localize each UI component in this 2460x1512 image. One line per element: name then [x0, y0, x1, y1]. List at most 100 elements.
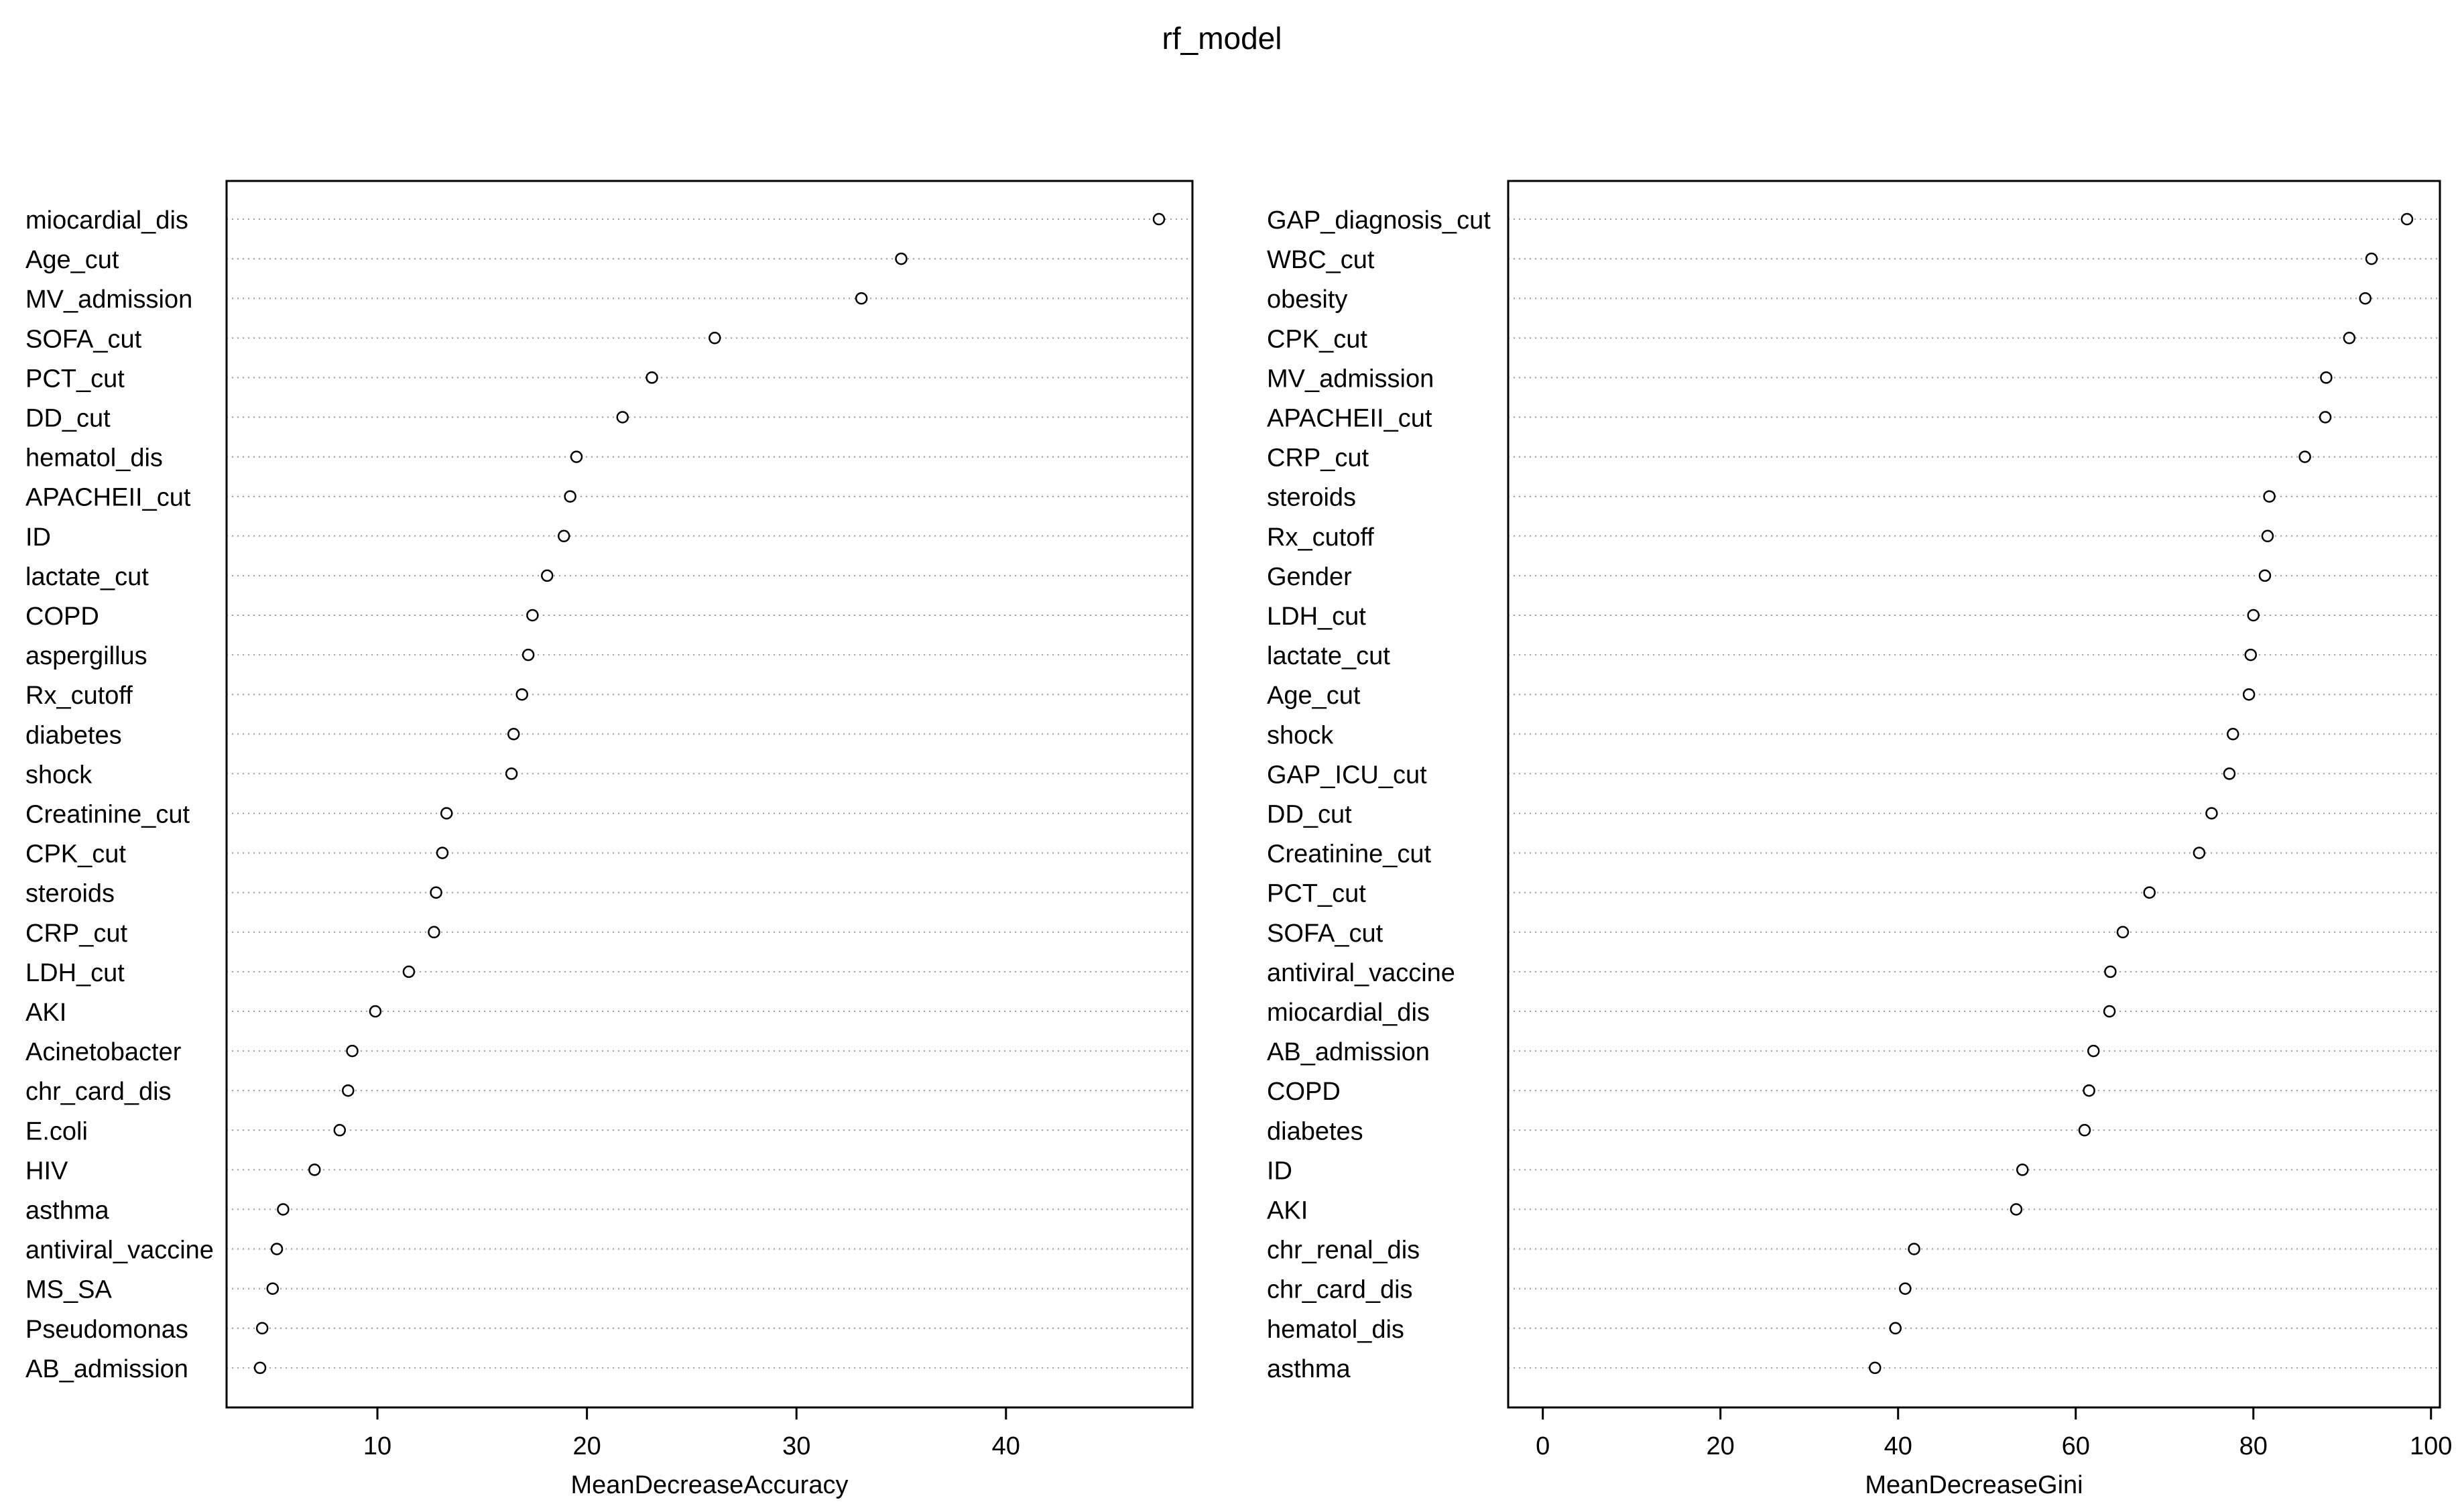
importance-point-gini: [2103, 1005, 2116, 1018]
importance-point-gini: [2247, 609, 2260, 622]
variable-label-accuracy: SOFA_cut: [25, 325, 142, 353]
importance-point-gini: [2320, 371, 2333, 384]
variable-label-gini: obesity: [1267, 286, 1347, 314]
importance-point-accuracy: [430, 886, 442, 899]
importance-point-gini: [2010, 1203, 2023, 1216]
x-tick-label-gini: 0: [1536, 1432, 1550, 1460]
variable-label-accuracy: diabetes: [25, 721, 122, 749]
variable-label-accuracy: Rx_cutoff: [25, 682, 133, 710]
variable-label-accuracy: miocardial_dis: [25, 206, 188, 235]
importance-point-accuracy: [266, 1282, 280, 1295]
importance-point-gini: [2227, 728, 2239, 741]
variable-label-gini: COPD: [1267, 1078, 1341, 1106]
variable-label-gini: GAP_ICU_cut: [1267, 761, 1427, 789]
importance-point-accuracy: [570, 450, 583, 463]
importance-point-accuracy: [346, 1044, 359, 1058]
variable-label-gini: hematol_dis: [1267, 1316, 1404, 1344]
importance-point-accuracy: [255, 1322, 269, 1335]
variable-label-gini: APACHEII_cut: [1267, 405, 1432, 433]
x-tick-label-gini: 80: [2239, 1432, 2268, 1460]
importance-point-gini: [2400, 212, 2414, 226]
x-tick-label-gini: 100: [2410, 1432, 2452, 1460]
x-tick-label-gini: 40: [1884, 1432, 1912, 1460]
variable-label-accuracy: Creatinine_cut: [25, 801, 190, 829]
variable-label-gini: shock: [1267, 721, 1334, 749]
variable-label-accuracy: MV_admission: [25, 286, 192, 314]
plot-frame-accuracy: [225, 180, 1194, 1409]
importance-point-gini: [2359, 292, 2372, 305]
importance-point-gini: [1908, 1243, 1920, 1255]
variable-label-accuracy: E.coli: [25, 1117, 88, 1145]
importance-point-accuracy: [521, 648, 535, 662]
figure-title: rf_model: [1162, 21, 1282, 56]
variable-label-gini: antiviral_vaccine: [1267, 959, 1455, 987]
importance-point-accuracy: [895, 252, 908, 265]
variable-label-gini: GAP_diagnosis_cut: [1267, 206, 1491, 235]
variable-label-gini: Creatinine_cut: [1267, 840, 1431, 869]
importance-point-accuracy: [709, 332, 721, 344]
importance-point-gini: [2319, 411, 2332, 424]
variable-label-accuracy: HIV: [25, 1157, 68, 1185]
variable-label-accuracy: lactate_cut: [25, 563, 149, 591]
importance-point-gini: [1889, 1322, 1902, 1335]
variable-label-gini: chr_renal_dis: [1267, 1237, 1420, 1265]
importance-point-accuracy: [564, 490, 576, 503]
importance-point-accuracy: [402, 965, 416, 979]
variable-label-accuracy: Pseudomonas: [25, 1316, 188, 1344]
importance-point-gini: [1899, 1282, 1912, 1295]
importance-point-accuracy: [369, 1005, 382, 1018]
importance-point-gini: [2263, 490, 2276, 503]
importance-point-accuracy: [558, 529, 570, 543]
importance-point-gini: [1869, 1361, 1882, 1375]
variable-label-gini: PCT_cut: [1267, 880, 1366, 908]
variable-label-accuracy: AB_admission: [25, 1355, 188, 1383]
accuracy-panel: miocardial_dis Age_cut MV_admission SOFA_cu…: [25, 180, 1194, 1499]
variable-label-accuracy: antiviral_vaccine: [25, 1237, 214, 1265]
importance-point-accuracy: [308, 1163, 321, 1176]
variable-label-gini: WBC_cut: [1267, 246, 1375, 274]
importance-point-accuracy: [253, 1361, 267, 1375]
variable-label-accuracy: aspergillus: [25, 642, 147, 670]
importance-point-gini: [2223, 767, 2236, 780]
variable-label-accuracy: ID: [25, 523, 51, 552]
variable-label-gini: Age_cut: [1267, 682, 1361, 710]
importance-point-gini: [2143, 886, 2156, 899]
importance-point-gini: [2261, 529, 2274, 543]
x-tick-label-accuracy: 30: [782, 1432, 810, 1460]
x-tick-label-gini: 20: [1707, 1432, 1735, 1460]
variable-label-accuracy: CRP_cut: [25, 920, 127, 948]
importance-point-gini: [2205, 807, 2218, 820]
variable-label-gini: AB_admission: [1267, 1038, 1430, 1066]
importance-point-accuracy: [855, 292, 868, 305]
variable-label-gini: Gender: [1267, 563, 1352, 591]
variable-label-accuracy: APACHEII_cut: [25, 484, 191, 512]
x-axis-label-accuracy: MeanDecreaseAccuracy: [571, 1471, 849, 1499]
variable-label-accuracy: CPK_cut: [25, 840, 126, 869]
variable-label-accuracy: PCT_cut: [25, 365, 125, 393]
x-tick-label-accuracy: 20: [572, 1432, 601, 1460]
variable-label-gini: CPK_cut: [1267, 325, 1367, 353]
importance-point-accuracy: [428, 926, 440, 939]
variable-label-gini: Rx_cutoff: [1267, 523, 1374, 552]
importance-point-gini: [2078, 1124, 2091, 1137]
variable-label-gini: SOFA_cut: [1267, 920, 1383, 948]
variable-label-gini: AKI: [1267, 1197, 1308, 1225]
variable-label-accuracy: MS_SA: [25, 1276, 112, 1304]
importance-point-accuracy: [436, 846, 449, 859]
variable-label-gini: asthma: [1267, 1355, 1351, 1383]
x-tick-label-accuracy: 10: [363, 1432, 391, 1460]
variable-label-gini: ID: [1267, 1157, 1292, 1185]
importance-point-gini: [2104, 965, 2117, 979]
importance-point-accuracy: [440, 807, 453, 820]
variable-label-accuracy: AKI: [25, 999, 66, 1027]
importance-point-accuracy: [526, 609, 539, 622]
importance-point-accuracy: [342, 1084, 355, 1097]
x-tick-label-gini: 60: [2062, 1432, 2090, 1460]
importance-point-accuracy: [515, 688, 528, 701]
importance-point-accuracy: [333, 1124, 347, 1137]
variable-label-gini: DD_cut: [1267, 801, 1352, 829]
importance-point-gini: [2087, 1044, 2100, 1058]
importance-point-accuracy: [616, 411, 629, 424]
